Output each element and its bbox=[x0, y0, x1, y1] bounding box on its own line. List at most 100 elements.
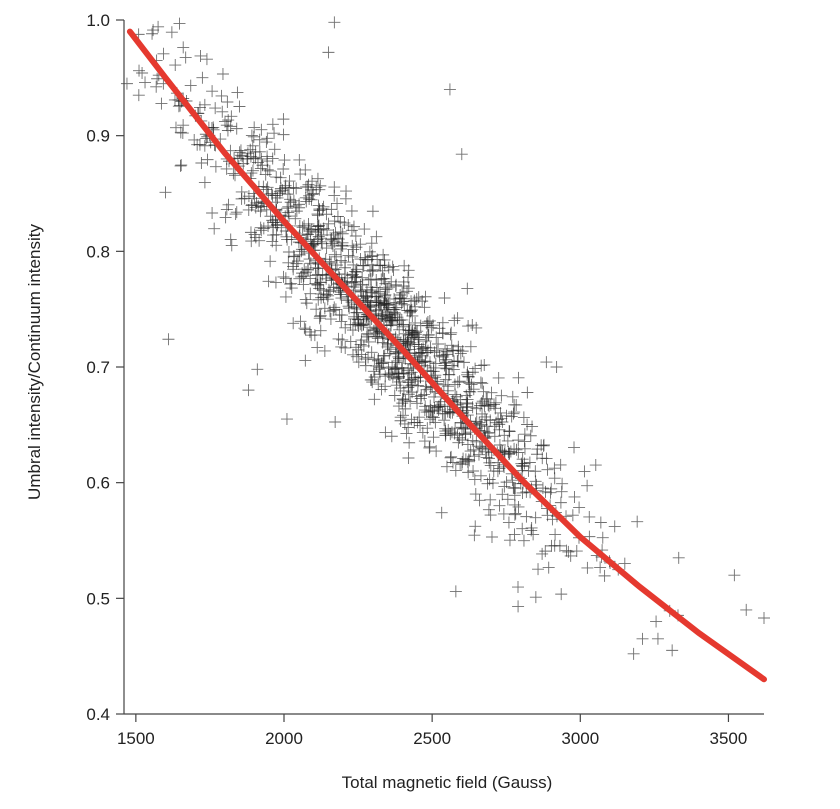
data-point bbox=[485, 531, 498, 544]
data-point bbox=[401, 285, 414, 298]
data-point bbox=[352, 343, 365, 356]
data-point bbox=[196, 71, 209, 84]
data-point bbox=[493, 438, 506, 451]
data-point bbox=[397, 367, 410, 380]
data-point bbox=[152, 20, 165, 33]
data-point bbox=[201, 153, 214, 166]
data-point bbox=[225, 239, 238, 252]
data-point bbox=[314, 276, 327, 289]
data-point bbox=[518, 435, 531, 448]
data-point bbox=[253, 145, 266, 158]
data-point bbox=[396, 286, 409, 299]
data-point bbox=[255, 224, 268, 237]
data-point bbox=[461, 397, 474, 410]
data-point bbox=[461, 438, 474, 451]
y-tick-label: 0.6 bbox=[86, 474, 110, 493]
data-point bbox=[347, 243, 360, 256]
data-point bbox=[500, 409, 513, 422]
data-point bbox=[338, 216, 351, 229]
data-point bbox=[385, 430, 398, 443]
data-point bbox=[441, 384, 454, 397]
data-point bbox=[293, 201, 306, 214]
data-point bbox=[412, 291, 425, 304]
data-point bbox=[410, 292, 423, 305]
data-point bbox=[179, 51, 192, 64]
data-point bbox=[594, 561, 607, 574]
y-tick-label: 0.8 bbox=[86, 242, 110, 261]
data-point bbox=[482, 398, 495, 411]
data-point bbox=[424, 399, 437, 412]
data-point bbox=[320, 272, 333, 285]
data-point bbox=[589, 459, 602, 472]
data-point bbox=[320, 288, 333, 301]
data-point bbox=[406, 386, 419, 399]
data-point bbox=[439, 342, 452, 355]
data-point bbox=[503, 425, 516, 438]
data-point bbox=[198, 139, 211, 152]
data-point bbox=[483, 456, 496, 469]
data-point bbox=[324, 313, 337, 326]
x-tick-label: 1500 bbox=[117, 729, 155, 748]
data-point bbox=[289, 212, 302, 225]
data-point bbox=[300, 195, 313, 208]
data-point bbox=[245, 167, 258, 180]
data-point bbox=[318, 302, 331, 315]
data-point bbox=[411, 379, 424, 392]
data-point bbox=[245, 129, 258, 142]
data-point bbox=[385, 367, 398, 380]
data-point bbox=[324, 285, 337, 298]
data-point bbox=[339, 192, 352, 205]
data-point bbox=[347, 220, 360, 233]
data-point bbox=[464, 340, 477, 353]
data-point bbox=[429, 357, 442, 370]
data-point bbox=[468, 473, 481, 486]
data-point bbox=[573, 501, 586, 514]
data-point bbox=[253, 133, 266, 146]
data-point bbox=[433, 400, 446, 413]
data-point bbox=[354, 318, 367, 331]
data-point bbox=[462, 320, 475, 333]
data-point bbox=[493, 418, 506, 431]
data-point bbox=[174, 159, 187, 172]
data-point bbox=[485, 386, 498, 399]
data-point bbox=[334, 225, 347, 238]
data-point bbox=[280, 230, 293, 243]
scatter-points bbox=[120, 16, 770, 660]
data-point bbox=[420, 406, 433, 419]
data-point bbox=[317, 200, 330, 213]
data-point bbox=[198, 98, 211, 111]
data-point bbox=[457, 356, 470, 369]
data-point bbox=[286, 260, 299, 273]
data-point bbox=[246, 164, 259, 177]
data-point bbox=[266, 118, 279, 131]
data-point bbox=[539, 485, 552, 498]
data-point bbox=[474, 376, 487, 389]
data-point bbox=[403, 306, 416, 319]
data-point bbox=[345, 205, 358, 218]
data-point bbox=[501, 434, 514, 447]
data-point bbox=[383, 368, 396, 381]
data-point bbox=[361, 294, 374, 307]
data-point bbox=[350, 266, 363, 279]
data-point bbox=[282, 200, 295, 213]
x-axis-ticks: 1500 2000 2500 3000 3500 bbox=[117, 714, 747, 748]
data-point bbox=[336, 227, 349, 240]
data-point bbox=[578, 465, 591, 478]
data-point bbox=[583, 510, 596, 523]
data-point bbox=[279, 179, 292, 192]
data-point bbox=[277, 128, 290, 141]
data-point bbox=[336, 240, 349, 253]
data-point bbox=[255, 200, 268, 213]
data-point bbox=[363, 245, 376, 258]
data-point bbox=[420, 383, 433, 396]
data-point bbox=[402, 376, 415, 389]
data-point bbox=[448, 378, 461, 391]
data-point bbox=[296, 221, 309, 234]
data-point bbox=[651, 632, 664, 645]
data-point bbox=[521, 418, 534, 431]
data-point bbox=[323, 255, 336, 268]
data-point bbox=[132, 89, 145, 102]
data-point bbox=[177, 41, 190, 54]
data-point bbox=[209, 102, 222, 115]
data-point bbox=[405, 366, 418, 379]
